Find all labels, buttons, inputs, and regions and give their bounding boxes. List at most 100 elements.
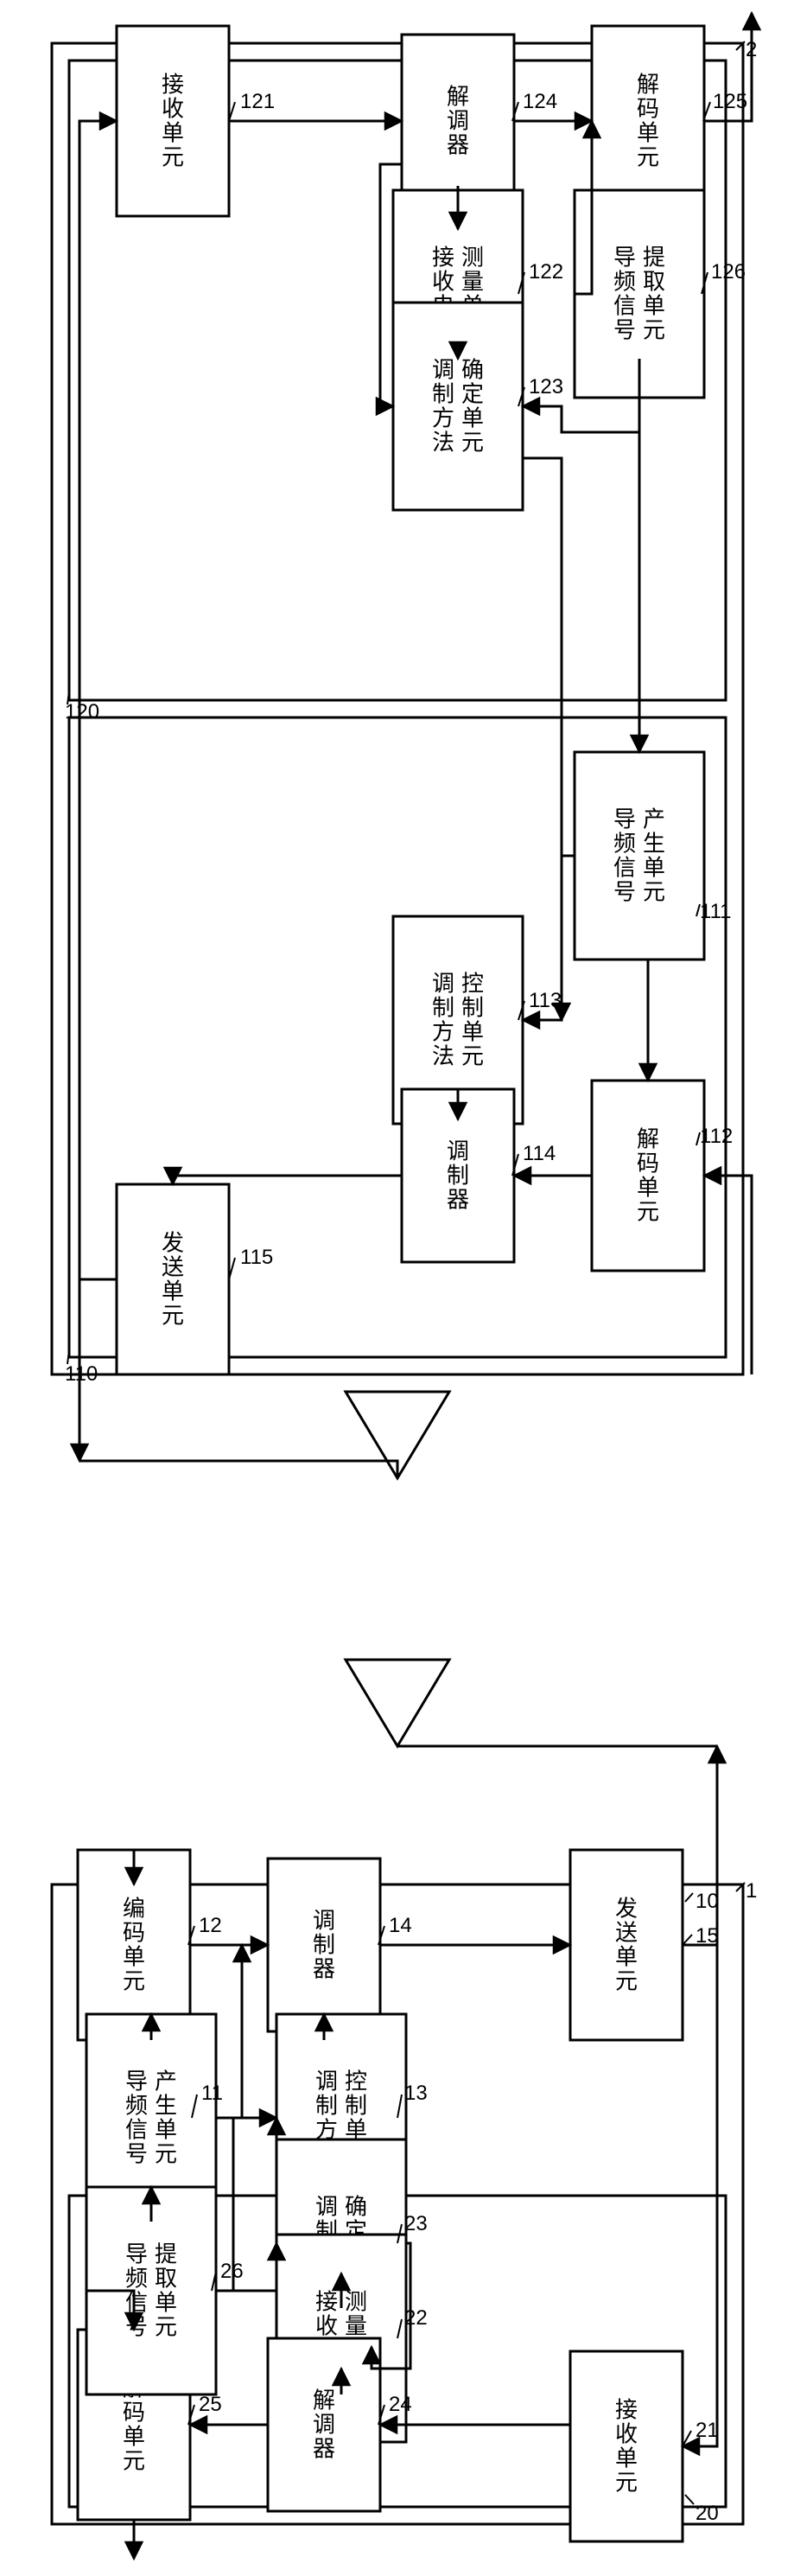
- box-b126-char: 信: [613, 294, 636, 319]
- box-b11-char: 单: [155, 2118, 177, 2143]
- box-b126-char: 号: [613, 318, 636, 343]
- svg-text:123: 123: [529, 375, 563, 399]
- box-b114-char: 调: [447, 1139, 469, 1164]
- box-b21: 接收单元: [570, 2351, 683, 2541]
- box-b11-char: 生: [155, 2094, 177, 2119]
- arrow-a-21-24: [380, 2425, 570, 2446]
- box-b22-char: 收: [315, 2314, 338, 2339]
- svg-text:110: 110: [65, 1362, 98, 1386]
- box-b125-char: 码: [637, 97, 659, 122]
- box-b13-char: 控: [345, 2069, 367, 2095]
- box-b14-char: 调: [313, 1909, 335, 1934]
- box-b125-char: 单: [637, 121, 659, 146]
- svg-text:25: 25: [199, 2393, 222, 2416]
- box-b14-char: 器: [313, 1957, 335, 1982]
- label-L122: 122: [518, 260, 563, 294]
- box-b26-char: 导: [125, 2242, 148, 2267]
- arrow-a-121-ant: [79, 121, 117, 1461]
- box-b126-char: 提: [643, 245, 665, 271]
- box-b14-char: 制: [313, 1933, 335, 1958]
- svg-text:2: 2: [746, 38, 757, 61]
- label-L123: 123: [518, 375, 563, 406]
- svg-text:124: 124: [523, 90, 557, 113]
- box-b122-char: 测: [461, 245, 484, 271]
- label-L12: 12: [188, 1914, 222, 1945]
- box-b111-char: 单: [643, 856, 665, 881]
- box-b23-char: 调: [315, 2195, 338, 2220]
- svg-text:114: 114: [523, 1142, 556, 1165]
- svg-text:12: 12: [199, 1914, 222, 1937]
- box-b115-char: 发: [162, 1231, 184, 1256]
- svg-text:122: 122: [529, 260, 563, 284]
- label-L113: 113: [518, 989, 562, 1020]
- box-b126-char: 元: [643, 318, 665, 343]
- box-b123-char: 法: [432, 430, 454, 456]
- box-b15-char: 单: [615, 1945, 638, 1970]
- svg-text:125: 125: [713, 90, 747, 113]
- arrow-a-111-114n: [562, 856, 575, 1020]
- box-b121-char: 单: [162, 121, 184, 146]
- box-b111-char: 导: [613, 807, 636, 832]
- box-b125-char: 元: [637, 145, 659, 170]
- label-L112: 112: [696, 1125, 733, 1148]
- box-b26-char: 取: [155, 2267, 177, 2292]
- label-L1: 1: [736, 1879, 757, 1903]
- svg-text:121: 121: [240, 90, 275, 113]
- box-b26-char: 频: [125, 2267, 148, 2292]
- box-b21-char: 单: [615, 2446, 638, 2471]
- label-L25: 25: [188, 2393, 222, 2425]
- box-b113-char: 元: [461, 1044, 484, 1069]
- box-b12-char: 单: [123, 1945, 145, 1970]
- label-L111: 111: [696, 900, 731, 923]
- box-b123-char: 元: [461, 430, 484, 456]
- box-b113-char: 法: [432, 1044, 454, 1069]
- box-b12-char: 编: [123, 1897, 145, 1922]
- svg-text:126: 126: [711, 260, 746, 284]
- box-b121-char: 元: [162, 145, 184, 170]
- box-b21-char: 接: [615, 2398, 638, 2423]
- label-L115: 115: [229, 1246, 273, 1279]
- box-b12-char: 元: [123, 1969, 145, 1994]
- box-b24: 解调器: [268, 2338, 380, 2511]
- svg-text:113: 113: [529, 989, 562, 1012]
- svg-text:14: 14: [389, 1914, 412, 1937]
- box-b115-char: 送: [162, 1255, 184, 1280]
- box-b113-char: 控: [461, 972, 484, 997]
- box-b11-char: 号: [125, 2142, 148, 2167]
- box-b123-char: 定: [461, 382, 484, 407]
- box-b25-char: 单: [123, 2425, 145, 2450]
- box-b24-char: 解: [313, 2388, 335, 2413]
- svg-text:23: 23: [404, 2212, 428, 2235]
- box-b121-char: 接: [162, 73, 184, 98]
- box-b22-char: 测: [345, 2290, 367, 2315]
- box-b124-char: 解: [447, 85, 469, 110]
- label-L126: 126: [702, 260, 746, 294]
- box-b111-char: 元: [643, 880, 665, 905]
- svg-text:24: 24: [389, 2393, 412, 2416]
- svg-text:26: 26: [220, 2260, 244, 2283]
- box-b112-char: 单: [637, 1176, 659, 1201]
- box-b12-char: 码: [123, 1921, 145, 1946]
- box-b25-char: 元: [123, 2449, 145, 2474]
- box-b25-char: 码: [123, 2401, 145, 2426]
- box-b21-char: 元: [615, 2471, 638, 2496]
- box-b112-char: 码: [637, 1151, 659, 1176]
- box-b26-char: 单: [155, 2291, 177, 2316]
- arrow-a-112-in: [704, 1176, 752, 1374]
- box-b11-char: 产: [155, 2069, 177, 2095]
- box-b11-char: 元: [155, 2142, 177, 2167]
- box-b11-char: 频: [125, 2094, 148, 2119]
- box-b124-char: 器: [447, 133, 469, 158]
- box-b121: 接收单元: [117, 26, 229, 216]
- box-b112-char: 解: [637, 1127, 659, 1152]
- box-b15: 发送单元: [570, 1850, 683, 2040]
- box-b115: 发送单元: [117, 1184, 229, 1374]
- box-b15-char: 发: [615, 1897, 638, 1922]
- label-L14: 14: [378, 1914, 412, 1945]
- box-b123-char: 调: [432, 358, 454, 383]
- box-b122-char: 收: [432, 270, 454, 295]
- box-b26-char: 号: [125, 2315, 148, 2340]
- ant1: [346, 1660, 717, 1746]
- box-b24-char: 器: [313, 2437, 335, 2462]
- box-b21-char: 收: [615, 2422, 638, 2447]
